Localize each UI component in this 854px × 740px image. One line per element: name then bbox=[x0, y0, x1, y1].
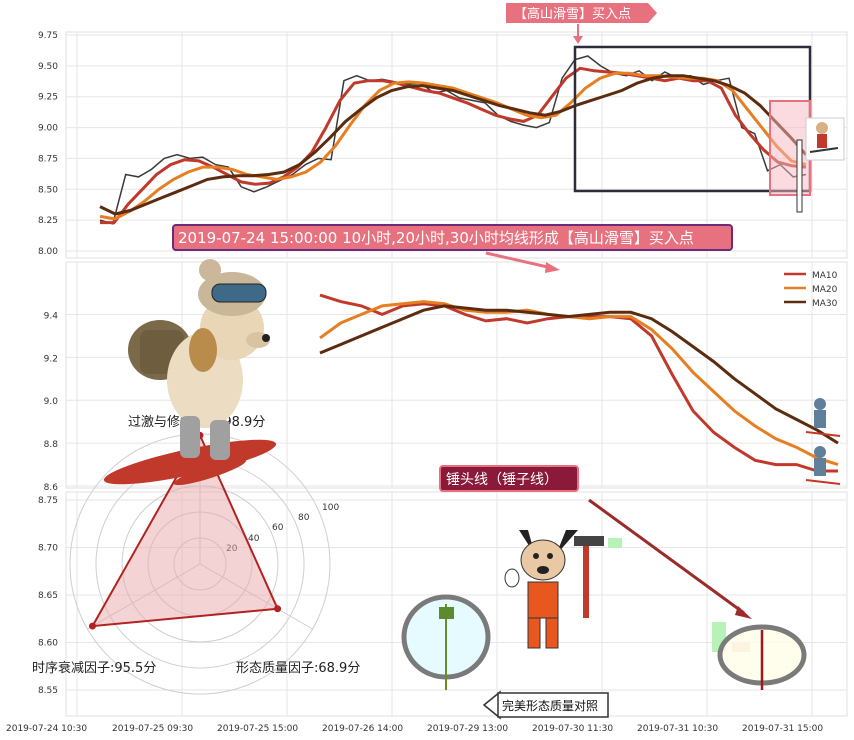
radar-r-tick: 80 bbox=[298, 513, 310, 523]
hammer-dog-illustration bbox=[504, 530, 604, 649]
x-axis: 2019-07-24 10:30 2019-07-25 09:30 2019-07-… bbox=[6, 724, 823, 734]
compare-label: 完美形态质量对照 bbox=[482, 690, 609, 720]
radar-area bbox=[90, 433, 280, 628]
signal-zone bbox=[769, 100, 811, 196]
svg-text:完美形态质量对照: 完美形态质量对照 bbox=[502, 698, 598, 713]
top-series-group bbox=[99, 55, 808, 225]
banner-arrowhead bbox=[545, 262, 560, 273]
bottom-y-tick-label: 8.70 bbox=[38, 544, 58, 554]
top-series-ma10 bbox=[100, 66, 807, 225]
signal-tag-arrowhead bbox=[573, 36, 583, 44]
middle-series-ma30 bbox=[319, 304, 839, 445]
middle-series-group bbox=[319, 293, 839, 473]
top-y-tick-label: 8.00 bbox=[38, 247, 58, 257]
x-tick-label: 2019-07-30 11:30 bbox=[532, 724, 613, 734]
middle-y-tick-label: 9.0 bbox=[44, 397, 59, 407]
skier-icon bbox=[809, 122, 839, 153]
bottom-y-tick-label: 8.55 bbox=[38, 686, 58, 696]
legend-ma10: MA10 bbox=[812, 271, 838, 281]
bottom-y-tick-label: 8.75 bbox=[38, 496, 58, 506]
svg-text:【高山滑雪】买入点: 【高山滑雪】买入点 bbox=[514, 6, 631, 22]
legend: MA10 MA20 MA30 bbox=[784, 271, 838, 309]
candle-reference-left bbox=[401, 594, 491, 690]
x-tick-label: 2019-07-26 14:00 bbox=[322, 724, 403, 734]
radar-r-tick: 60 bbox=[272, 523, 284, 533]
middle-y-tick-label: 8.8 bbox=[44, 440, 59, 450]
x-tick-label: 2019-07-24 10:30 bbox=[6, 724, 87, 734]
top-y-tick-label: 9.25 bbox=[38, 93, 58, 103]
hammer-banner-box bbox=[439, 465, 579, 492]
middle-y-tick-label: 9.4 bbox=[44, 311, 59, 321]
skier-icons-right bbox=[805, 398, 841, 485]
radar-point bbox=[274, 605, 282, 613]
middle-y-tick-label: 9.2 bbox=[44, 354, 58, 364]
top-y-tick-label: 9.50 bbox=[38, 62, 58, 72]
x-tick-label: 2019-07-29 13:00 bbox=[427, 724, 508, 734]
signal-tag: 【高山滑雪】买入点 bbox=[506, 3, 657, 23]
middle-series-ma20 bbox=[319, 300, 839, 467]
candle-reference-right bbox=[608, 538, 807, 690]
top-y-tick-label: 8.25 bbox=[38, 216, 58, 226]
radar-r-tick: 40 bbox=[248, 534, 260, 544]
hammer-banner: 锤头线（锤子线） bbox=[446, 472, 558, 488]
middle-y-axis: 8.6 8.8 9.0 9.2 9.4 bbox=[44, 311, 59, 493]
top-y-tick-label: 8.75 bbox=[38, 154, 58, 164]
hammer-arrowhead bbox=[735, 606, 752, 619]
signal-banner-box bbox=[172, 224, 733, 251]
x-tick-label: 2019-07-25 09:30 bbox=[112, 724, 193, 734]
x-tick-label: 2019-07-31 15:00 bbox=[742, 724, 823, 734]
legend-ma20: MA20 bbox=[812, 285, 838, 295]
top-series-ma20 bbox=[99, 71, 807, 221]
top-y-tick-label: 9.75 bbox=[38, 31, 58, 41]
x-tick-label: 2019-07-31 10:30 bbox=[637, 724, 718, 734]
radar-axis-label: 形态质量因子:68.9分 bbox=[236, 661, 360, 676]
top-series-ma30 bbox=[99, 74, 808, 216]
top-y-tick-label: 8.50 bbox=[38, 185, 58, 195]
banner-arrow bbox=[485, 251, 553, 270]
radar-r-tick: 100 bbox=[322, 503, 339, 513]
top-y-axis: 8.00 8.25 8.50 8.75 9.00 9.25 9.50 9.75 bbox=[38, 31, 58, 257]
skier-dog-illustration bbox=[103, 259, 277, 486]
signal-candle bbox=[796, 139, 803, 213]
middle-y-tick-label: 8.6 bbox=[44, 483, 59, 493]
radar-axis-label: 时序衰减因子:95.5分 bbox=[32, 660, 156, 676]
hammer-arrow bbox=[588, 498, 745, 615]
top-y-tick-label: 9.00 bbox=[38, 124, 58, 134]
bottom-y-tick-label: 8.60 bbox=[38, 639, 58, 649]
signal-banner: 2019-07-24 15:00:00 10小时,20小时,30小时均线形成【高… bbox=[178, 229, 694, 247]
x-tick-label: 2019-07-25 15:00 bbox=[217, 724, 298, 734]
bottom-y-tick-label: 8.65 bbox=[38, 591, 58, 601]
radar-point bbox=[88, 622, 96, 630]
legend-ma30: MA30 bbox=[812, 299, 838, 309]
bottom-y-axis: 8.55 8.60 8.65 8.70 8.75 bbox=[38, 496, 58, 696]
